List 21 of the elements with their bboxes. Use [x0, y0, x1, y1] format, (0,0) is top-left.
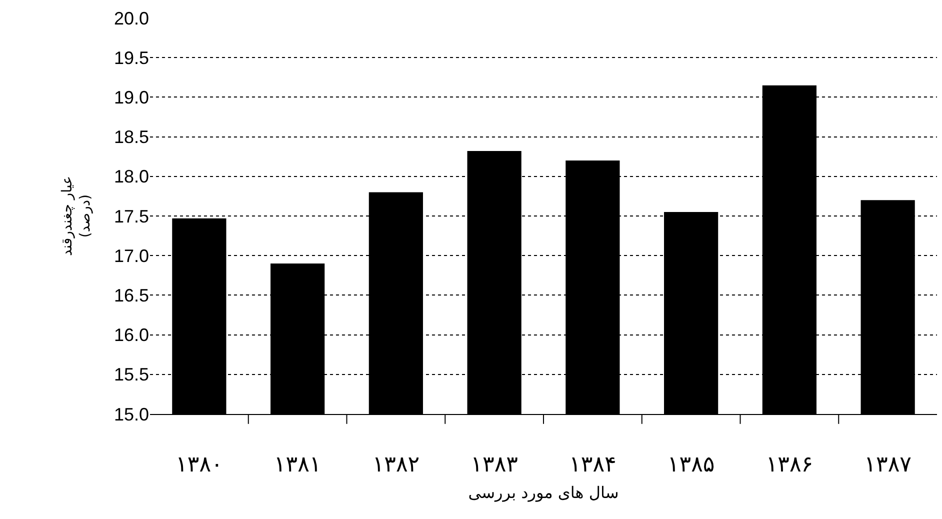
- y-tick-label: 17.0: [114, 246, 149, 266]
- y-tick-label: 18.0: [114, 166, 149, 187]
- y-tick-label: 19.0: [114, 88, 149, 108]
- y-tick-label: 20.0: [114, 8, 149, 28]
- x-tick-label: ۱۳۸۱: [274, 452, 322, 478]
- x-tick-label: ۱۳۸۰: [176, 452, 223, 478]
- x-tick-label: ۱۳۸۲: [372, 452, 420, 478]
- y-tick-label: 15.5: [114, 364, 149, 385]
- x-axis-title: سال های مورد بررسی: [468, 483, 619, 502]
- y-axis-title: عیار چغندرقند (درصد): [59, 176, 94, 256]
- x-tick-label: ۱۳۸۵: [667, 452, 715, 478]
- x-tick-label: ۱۳۸۶: [766, 452, 814, 478]
- y-tick-label: 19.5: [114, 48, 149, 68]
- y-tick-label: 17.5: [114, 206, 149, 226]
- x-tick-label: ۱۳۸۷: [864, 452, 912, 478]
- y-tick-label: 16.0: [114, 325, 149, 346]
- x-tick-label: ۱۳۸۴: [569, 452, 616, 478]
- y-tick-label: 18.5: [114, 127, 149, 148]
- x-tick-label: ۱۳۸۳: [470, 452, 518, 478]
- y-tick-label: 15.0: [114, 404, 149, 424]
- y-tick-label: 16.5: [114, 286, 149, 306]
